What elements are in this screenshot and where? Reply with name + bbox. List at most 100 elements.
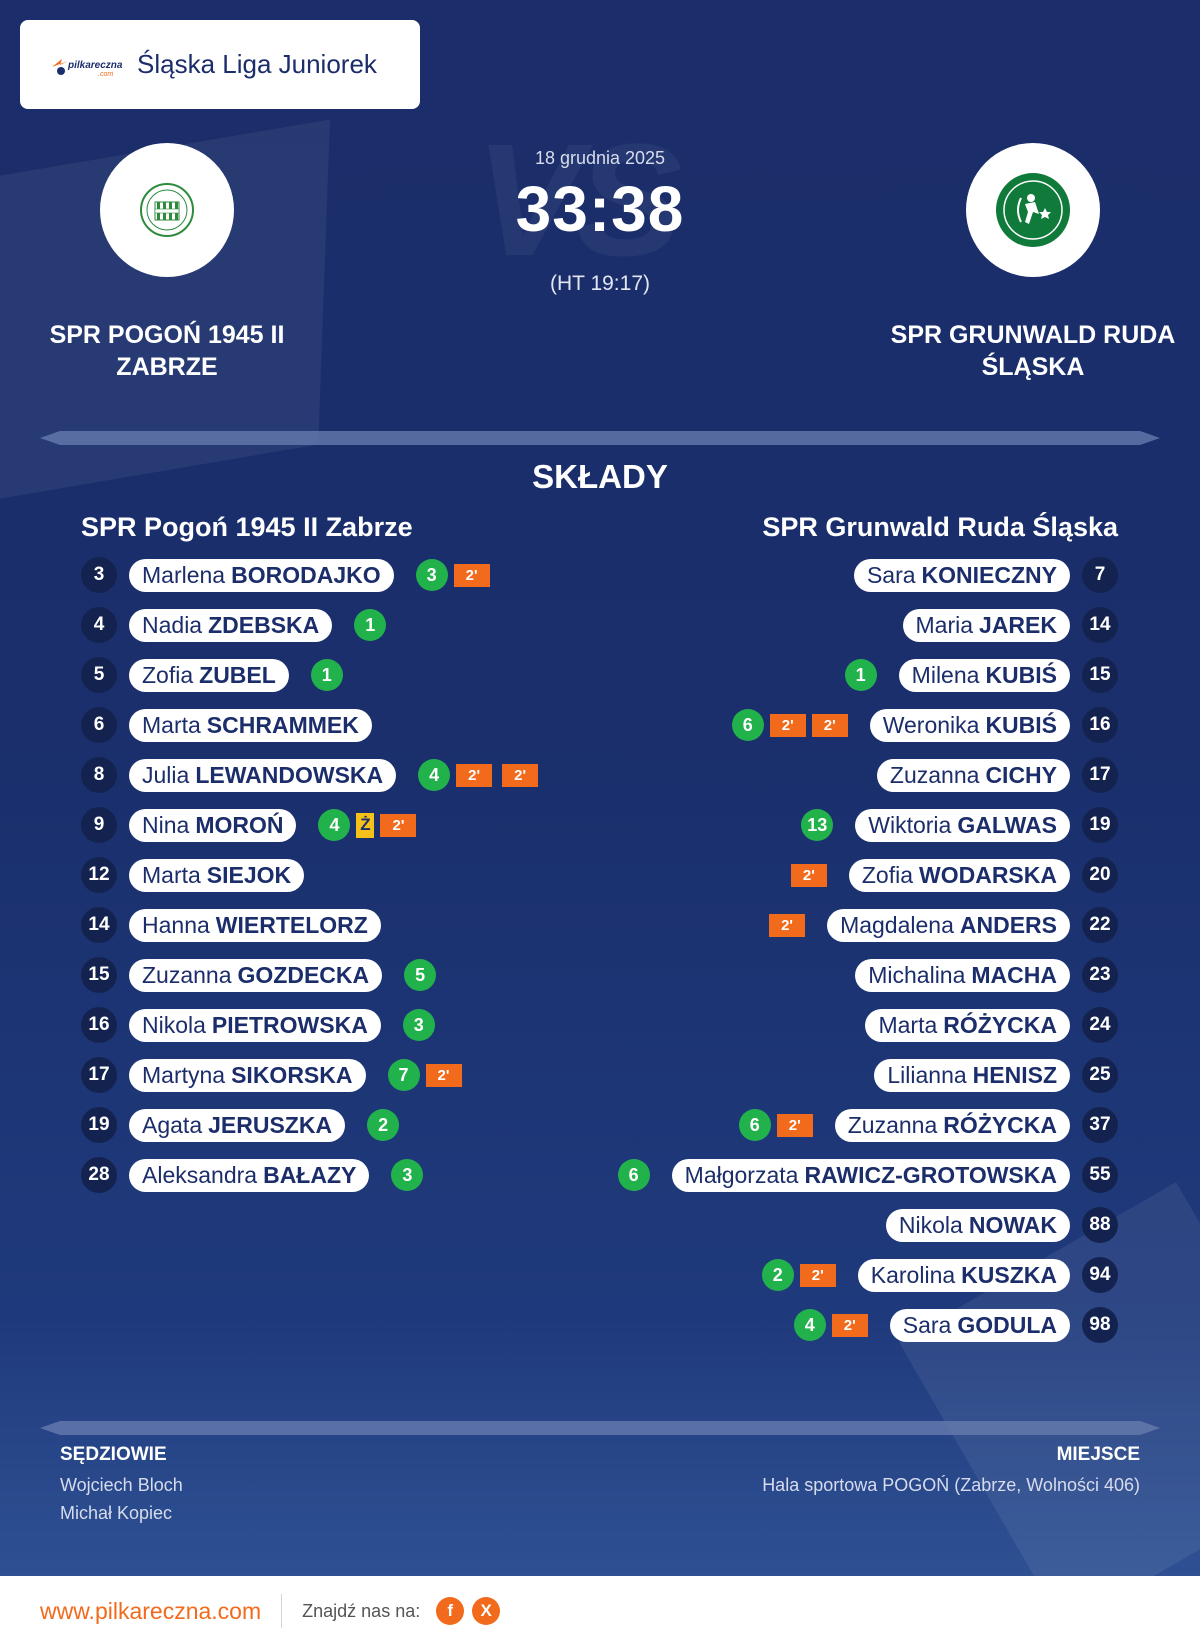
player-last-name: GALWAS bbox=[957, 811, 1057, 838]
goals-badge: 3 bbox=[391, 1159, 424, 1191]
player-row: Michalina MACHA 23 bbox=[855, 957, 1118, 993]
player-name: Weronika KUBIŚ bbox=[869, 708, 1070, 742]
player-name: Hanna WIERTELORZ bbox=[129, 908, 381, 942]
player-row: Sara KONIECZNY 7 bbox=[853, 557, 1118, 593]
player-first-name: Aleksandra bbox=[142, 1161, 258, 1188]
lineups-title: SKŁADY bbox=[532, 458, 668, 495]
player-first-name: Nikola bbox=[142, 1011, 206, 1038]
player-first-name: Lilianna bbox=[887, 1061, 967, 1088]
player-number: 88 bbox=[1082, 1207, 1118, 1243]
player-row: 12 Marta SIEJOK bbox=[81, 857, 305, 893]
penalty-badge: 2' bbox=[799, 1263, 836, 1287]
player-name: Zofia ZUBEL bbox=[129, 658, 289, 692]
player-row: 28 Aleksandra BAŁAZY 3 bbox=[81, 1157, 424, 1193]
player-first-name: Sara bbox=[866, 561, 916, 588]
player-last-name: BORODAJKO bbox=[231, 561, 381, 588]
player-last-name: KONIECZNY bbox=[921, 561, 1057, 588]
player-number: 3 bbox=[81, 557, 117, 593]
player-name: Martyna SIKORSKA bbox=[129, 1058, 366, 1092]
penalty-badge: 2' bbox=[776, 1113, 813, 1137]
vs-watermark: VS bbox=[475, 110, 682, 289]
player-last-name: GOZDECKA bbox=[237, 961, 370, 988]
player-first-name: Zuzanna bbox=[889, 761, 980, 788]
x-icon[interactable]: X bbox=[472, 1597, 501, 1625]
player-number: 15 bbox=[1082, 657, 1118, 693]
player-stats: 1 bbox=[844, 659, 877, 691]
player-row: Zuzanna CICHY 17 bbox=[876, 757, 1118, 793]
player-first-name: Nikola bbox=[898, 1211, 963, 1238]
player-row: 2' Magdalena ANDERS 22 bbox=[769, 907, 1118, 943]
player-row: 6 2' Zuzanna RÓŻYCKA 37 bbox=[738, 1107, 1118, 1143]
player-row: Marta RÓŻYCKA 24 bbox=[865, 1007, 1118, 1043]
player-first-name: Małgorzata bbox=[684, 1161, 799, 1188]
player-first-name: Nadia bbox=[142, 611, 203, 638]
player-name: Michalina MACHA bbox=[855, 958, 1070, 992]
player-name: Julia LEWANDOWSKA bbox=[129, 758, 397, 792]
player-last-name: KUSZKA bbox=[961, 1261, 1057, 1288]
player-number: 16 bbox=[1082, 707, 1118, 743]
player-number: 4 bbox=[81, 607, 117, 643]
player-number: 28 bbox=[81, 1157, 117, 1193]
goals-badge: 4 bbox=[793, 1309, 826, 1341]
player-stats: 2' bbox=[790, 863, 827, 887]
player-row: 6 2' 2' Weronika KUBIŚ 16 bbox=[731, 707, 1118, 743]
player-number: 24 bbox=[1082, 1007, 1118, 1043]
player-last-name: WODARSKA bbox=[919, 861, 1057, 888]
goals-badge: 1 bbox=[354, 609, 387, 641]
facebook-icon[interactable]: f bbox=[436, 1597, 465, 1625]
player-number: 14 bbox=[81, 907, 117, 943]
player-row: 3 Marlena BORODAJKO 3 2' bbox=[81, 557, 490, 593]
player-last-name: WIERTELORZ bbox=[215, 911, 368, 938]
site-link[interactable]: www.pilkareczna.com bbox=[40, 1597, 262, 1624]
player-last-name: MACHA bbox=[971, 961, 1057, 988]
player-last-name: PIETROWSKA bbox=[211, 1011, 368, 1038]
player-stats: 2' bbox=[769, 913, 806, 937]
player-last-name: KUBIŚ bbox=[985, 661, 1057, 688]
player-name: Nina MOROŃ bbox=[129, 808, 297, 842]
penalty-badge: 2' bbox=[425, 1063, 462, 1087]
penalty-badge: 2' bbox=[456, 763, 493, 787]
player-first-name: Martyna bbox=[142, 1061, 226, 1088]
penalty-badge: 2' bbox=[769, 713, 806, 737]
home-team-logo bbox=[100, 143, 234, 277]
player-row: 6 Marta SCHRAMMEK bbox=[81, 707, 372, 743]
player-last-name: HENISZ bbox=[972, 1061, 1057, 1088]
player-name: Aleksandra BAŁAZY bbox=[129, 1158, 370, 1192]
away-team-logo bbox=[966, 143, 1100, 277]
player-last-name: ANDERS bbox=[959, 911, 1057, 938]
svg-text:.com: .com bbox=[98, 71, 113, 78]
player-stats: 3 bbox=[391, 1159, 424, 1191]
player-first-name: Nina bbox=[142, 811, 190, 838]
player-name: Sara GODULA bbox=[889, 1308, 1070, 1342]
goals-badge: 4 bbox=[318, 809, 351, 841]
player-first-name: Julia bbox=[142, 761, 190, 788]
player-stats: 6 2' bbox=[738, 1109, 813, 1141]
player-stats: 13 bbox=[801, 809, 834, 841]
player-row: Lilianna HENISZ 25 bbox=[874, 1057, 1118, 1093]
player-first-name: Marlena bbox=[142, 561, 226, 588]
penalty-badge: 2' bbox=[831, 1313, 868, 1337]
match-date: 18 grudnia 2025 bbox=[534, 148, 666, 168]
player-last-name: RÓŻYCKA bbox=[943, 1011, 1057, 1038]
player-last-name: SIKORSKA bbox=[231, 1061, 353, 1088]
player-first-name: Magdalena bbox=[840, 911, 954, 938]
goals-badge: 7 bbox=[387, 1059, 420, 1091]
goals-badge: 6 bbox=[738, 1109, 771, 1141]
player-first-name: Agata bbox=[142, 1111, 203, 1138]
player-stats: 4 2' bbox=[793, 1309, 868, 1341]
player-row: 2' Zofia WODARSKA 20 bbox=[790, 857, 1118, 893]
goals-badge: 2 bbox=[367, 1109, 400, 1141]
player-first-name: Maria bbox=[915, 611, 974, 638]
player-last-name: SCHRAMMEK bbox=[206, 711, 359, 738]
penalty-badge: 2' bbox=[502, 763, 539, 787]
goals-badge: 2 bbox=[761, 1259, 794, 1291]
player-name: Małgorzata RAWICZ-GROTOWSKA bbox=[671, 1158, 1070, 1192]
player-stats: 1 bbox=[310, 659, 343, 691]
halftime-score: (HT 19:17) bbox=[550, 272, 650, 295]
goals-badge: 6 bbox=[731, 709, 764, 741]
player-stats: 3 2' bbox=[415, 559, 490, 591]
player-first-name: Sara bbox=[902, 1311, 952, 1338]
goals-badge: 3 bbox=[402, 1009, 435, 1041]
player-row: 4 2' Sara GODULA 98 bbox=[793, 1307, 1118, 1343]
